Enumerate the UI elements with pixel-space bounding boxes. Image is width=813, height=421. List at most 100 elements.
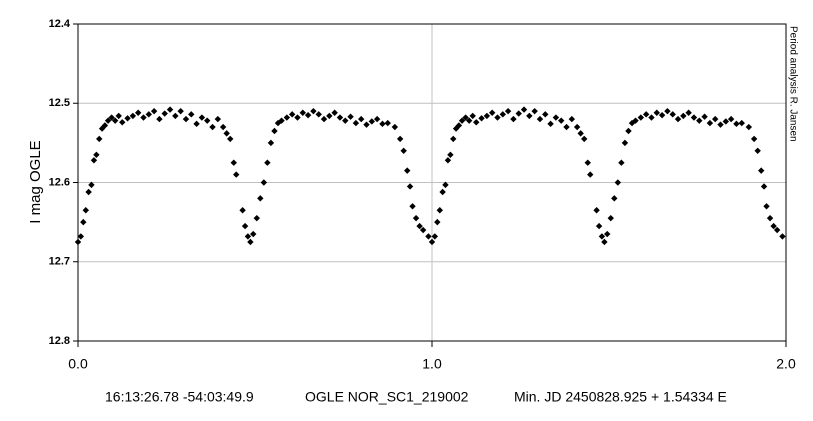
data-point bbox=[669, 111, 676, 118]
data-point bbox=[642, 111, 650, 118]
data-point bbox=[738, 119, 745, 127]
data-point bbox=[82, 207, 89, 214]
data-point bbox=[568, 115, 576, 123]
data-point bbox=[499, 111, 506, 118]
data-point bbox=[458, 117, 466, 124]
data-point bbox=[134, 109, 142, 116]
data-point bbox=[770, 222, 777, 230]
data-point bbox=[558, 117, 565, 124]
data-point bbox=[664, 107, 671, 115]
data-point bbox=[257, 195, 264, 202]
data-point bbox=[85, 188, 92, 196]
data-point bbox=[115, 112, 122, 120]
data-point bbox=[80, 218, 87, 226]
data-point bbox=[547, 120, 554, 128]
data-point bbox=[304, 111, 312, 119]
data-point bbox=[247, 238, 254, 246]
data-point bbox=[653, 109, 660, 116]
data-point bbox=[621, 139, 629, 147]
data-point bbox=[326, 112, 333, 120]
data-point bbox=[577, 130, 584, 137]
x-tick-label: 2.0 bbox=[776, 356, 796, 372]
data-point bbox=[182, 115, 190, 123]
data-point bbox=[465, 117, 473, 124]
data-point bbox=[271, 127, 278, 135]
data-point bbox=[400, 147, 407, 154]
footer-ephemeris: Min. JD 2450828.925 + 1.54334 E bbox=[514, 389, 727, 405]
data-point bbox=[658, 111, 666, 119]
data-point bbox=[396, 135, 404, 143]
data-point bbox=[93, 151, 100, 158]
data-point bbox=[233, 171, 240, 178]
data-point bbox=[409, 203, 416, 210]
data-point bbox=[342, 117, 349, 124]
data-point bbox=[239, 207, 246, 214]
data-point bbox=[425, 233, 432, 240]
data-point bbox=[637, 114, 645, 121]
data-point bbox=[77, 233, 85, 240]
data-point bbox=[604, 230, 611, 238]
data-point bbox=[358, 115, 365, 123]
data-point bbox=[204, 117, 211, 124]
data-point bbox=[439, 188, 446, 196]
data-point bbox=[450, 135, 457, 143]
data-point bbox=[531, 107, 538, 115]
data-point bbox=[172, 112, 179, 120]
data-point bbox=[696, 117, 703, 124]
data-point bbox=[101, 122, 109, 129]
data-point bbox=[717, 121, 724, 128]
y-tick-label: 12.8 bbox=[49, 335, 70, 347]
data-point bbox=[488, 109, 496, 116]
data-point bbox=[244, 233, 252, 240]
data-point bbox=[260, 179, 268, 186]
data-point bbox=[315, 111, 322, 118]
data-point bbox=[436, 207, 443, 214]
data-point bbox=[779, 233, 786, 240]
data-point bbox=[214, 115, 222, 123]
data-point bbox=[288, 111, 296, 118]
plot-frame bbox=[77, 23, 787, 342]
data-point bbox=[760, 183, 768, 190]
data-point bbox=[494, 114, 501, 121]
data-point bbox=[331, 109, 338, 116]
data-point bbox=[428, 238, 436, 246]
data-point bbox=[406, 183, 414, 190]
data-point bbox=[145, 111, 152, 118]
y-tick-label: 12.5 bbox=[49, 97, 70, 109]
data-point bbox=[434, 218, 441, 226]
data-point bbox=[690, 114, 698, 121]
data-point bbox=[510, 115, 517, 123]
data-point bbox=[595, 222, 603, 230]
data-point bbox=[209, 123, 216, 131]
data-point bbox=[614, 179, 622, 186]
data-point bbox=[230, 159, 237, 166]
data-point bbox=[469, 112, 476, 120]
data-point bbox=[442, 181, 449, 189]
data-point bbox=[674, 115, 682, 123]
data-point bbox=[766, 214, 774, 222]
data-point bbox=[352, 119, 360, 127]
data-point bbox=[515, 110, 522, 117]
data-point bbox=[758, 167, 765, 174]
data-point bbox=[129, 112, 137, 120]
data-point bbox=[455, 122, 463, 129]
data-point bbox=[404, 167, 411, 174]
data-point bbox=[373, 115, 381, 123]
data-point bbox=[478, 115, 485, 122]
data-point bbox=[108, 114, 115, 121]
data-point bbox=[177, 107, 184, 115]
data-point bbox=[727, 115, 735, 123]
data-point bbox=[563, 123, 570, 131]
data-point bbox=[587, 171, 594, 178]
data-point bbox=[156, 115, 163, 123]
data-point bbox=[223, 130, 230, 137]
data-point bbox=[88, 181, 95, 189]
data-point bbox=[722, 118, 730, 125]
data-point bbox=[379, 120, 386, 128]
data-point bbox=[763, 203, 770, 210]
data-point bbox=[526, 112, 533, 120]
data-point bbox=[264, 159, 271, 166]
y-tick-label: 12.7 bbox=[49, 256, 70, 268]
data-point bbox=[283, 114, 291, 121]
